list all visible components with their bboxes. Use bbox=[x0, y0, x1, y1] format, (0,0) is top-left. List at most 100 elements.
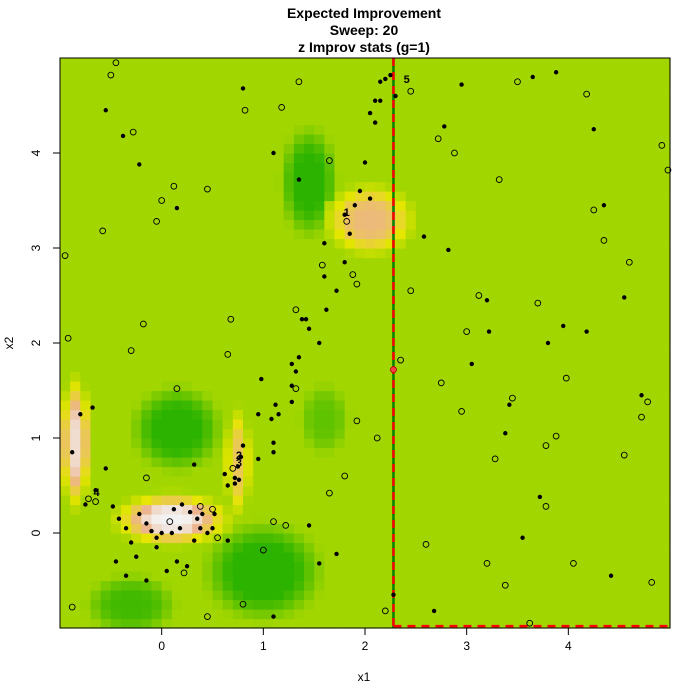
heatmap-cell bbox=[558, 428, 569, 439]
heatmap-cell bbox=[405, 286, 417, 297]
heatmap-cell bbox=[80, 181, 92, 192]
heatmap-cell bbox=[436, 324, 447, 335]
heatmap-cell bbox=[568, 552, 580, 563]
heatmap-cell bbox=[100, 257, 112, 268]
heatmap-cell bbox=[232, 181, 244, 192]
heatmap-cell bbox=[385, 495, 397, 506]
heatmap-cell bbox=[487, 314, 498, 325]
heatmap-cell bbox=[395, 561, 407, 572]
heatmap-cell bbox=[334, 134, 346, 145]
heatmap-cell bbox=[100, 609, 112, 620]
heatmap-cell bbox=[609, 552, 620, 563]
heatmap-cell bbox=[222, 67, 234, 78]
heatmap-cell bbox=[141, 352, 153, 363]
heatmap-cell bbox=[527, 552, 539, 563]
heatmap-cell bbox=[141, 514, 153, 525]
heatmap-cell bbox=[487, 571, 498, 582]
heatmap-cell bbox=[568, 495, 580, 506]
heatmap-cell bbox=[110, 343, 122, 354]
heatmap-cell bbox=[80, 352, 92, 363]
heatmap-cell bbox=[476, 105, 488, 116]
heatmap-cell bbox=[507, 371, 519, 382]
heatmap-cell bbox=[334, 457, 346, 468]
heatmap-cell bbox=[456, 134, 468, 145]
heatmap-cell bbox=[405, 210, 417, 221]
heatmap-cell bbox=[497, 514, 508, 525]
heatmap-cell bbox=[273, 105, 285, 116]
heatmap-cell bbox=[232, 495, 244, 506]
heatmap-cell bbox=[283, 457, 295, 468]
heatmap-cell bbox=[558, 181, 569, 192]
heatmap-cell bbox=[395, 172, 407, 183]
heatmap-cell bbox=[568, 523, 580, 534]
heatmap-cell bbox=[354, 381, 366, 392]
heatmap-cell bbox=[385, 324, 397, 335]
heatmap-cell bbox=[487, 618, 498, 629]
heatmap-cell bbox=[588, 571, 600, 582]
heatmap-cell bbox=[171, 276, 183, 287]
heatmap-cell bbox=[659, 590, 671, 601]
heatmap-cell bbox=[649, 58, 661, 69]
heatmap-cell bbox=[497, 105, 508, 116]
heatmap-cell bbox=[639, 115, 651, 126]
heatmap-cell bbox=[446, 295, 458, 306]
heatmap-cell bbox=[365, 267, 376, 278]
solid-point bbox=[306, 523, 312, 528]
heatmap-cell bbox=[405, 542, 417, 553]
heatmap-cell bbox=[192, 153, 203, 164]
heatmap-cell bbox=[517, 352, 529, 363]
heatmap-cell bbox=[171, 542, 183, 553]
heatmap-cell bbox=[334, 571, 346, 582]
heatmap-cell bbox=[90, 580, 102, 591]
heatmap-cell bbox=[405, 96, 417, 107]
heatmap-cell bbox=[334, 542, 346, 553]
hollow-point bbox=[407, 87, 415, 95]
heatmap-cell bbox=[456, 561, 468, 572]
heatmap-cell bbox=[436, 343, 447, 354]
heatmap-cell bbox=[619, 295, 630, 306]
heatmap-cell bbox=[121, 438, 132, 449]
heatmap-cell bbox=[192, 77, 203, 88]
heatmap-cell bbox=[507, 571, 519, 582]
heatmap-cell bbox=[182, 504, 193, 515]
heatmap-cell bbox=[598, 485, 610, 496]
heatmap-cell bbox=[161, 552, 173, 563]
heatmap-cell bbox=[354, 362, 366, 373]
heatmap-cell bbox=[131, 409, 142, 420]
heatmap-cell bbox=[192, 371, 203, 382]
heatmap-cell bbox=[548, 590, 559, 601]
heatmap-cell bbox=[151, 571, 163, 582]
heatmap-cell bbox=[263, 191, 275, 202]
heatmap-cell bbox=[131, 561, 142, 572]
heatmap-cell bbox=[202, 618, 214, 629]
solid-point bbox=[520, 535, 525, 540]
heatmap-cell bbox=[558, 466, 569, 477]
heatmap-cell bbox=[385, 409, 397, 420]
heatmap-cell bbox=[273, 495, 285, 506]
heatmap-cell bbox=[253, 552, 264, 563]
heatmap-cell bbox=[405, 124, 417, 135]
heatmap-cell bbox=[629, 324, 641, 335]
heatmap-cell bbox=[588, 362, 600, 373]
heatmap-cell bbox=[385, 115, 397, 126]
hollow-point bbox=[349, 271, 357, 278]
heatmap-cell bbox=[476, 523, 488, 534]
heatmap-cell bbox=[578, 305, 590, 316]
solid-point bbox=[324, 307, 329, 312]
heatmap-cell bbox=[548, 362, 559, 373]
heatmap-cell bbox=[537, 77, 549, 88]
heatmap-cell bbox=[456, 362, 468, 373]
heatmap-cell bbox=[110, 115, 122, 126]
heatmap-cell bbox=[507, 219, 519, 230]
heatmap-cell bbox=[578, 495, 590, 506]
heatmap-cell bbox=[609, 257, 620, 268]
heatmap-cell bbox=[324, 381, 336, 392]
heatmap-cell bbox=[537, 419, 549, 430]
solid-point bbox=[383, 76, 388, 82]
heatmap-cell bbox=[537, 134, 549, 145]
hollow-point bbox=[278, 104, 285, 111]
heatmap-cell bbox=[314, 267, 325, 278]
heatmap-cell bbox=[395, 390, 407, 401]
heatmap-cell bbox=[90, 362, 102, 373]
heatmap-cell bbox=[659, 618, 671, 629]
